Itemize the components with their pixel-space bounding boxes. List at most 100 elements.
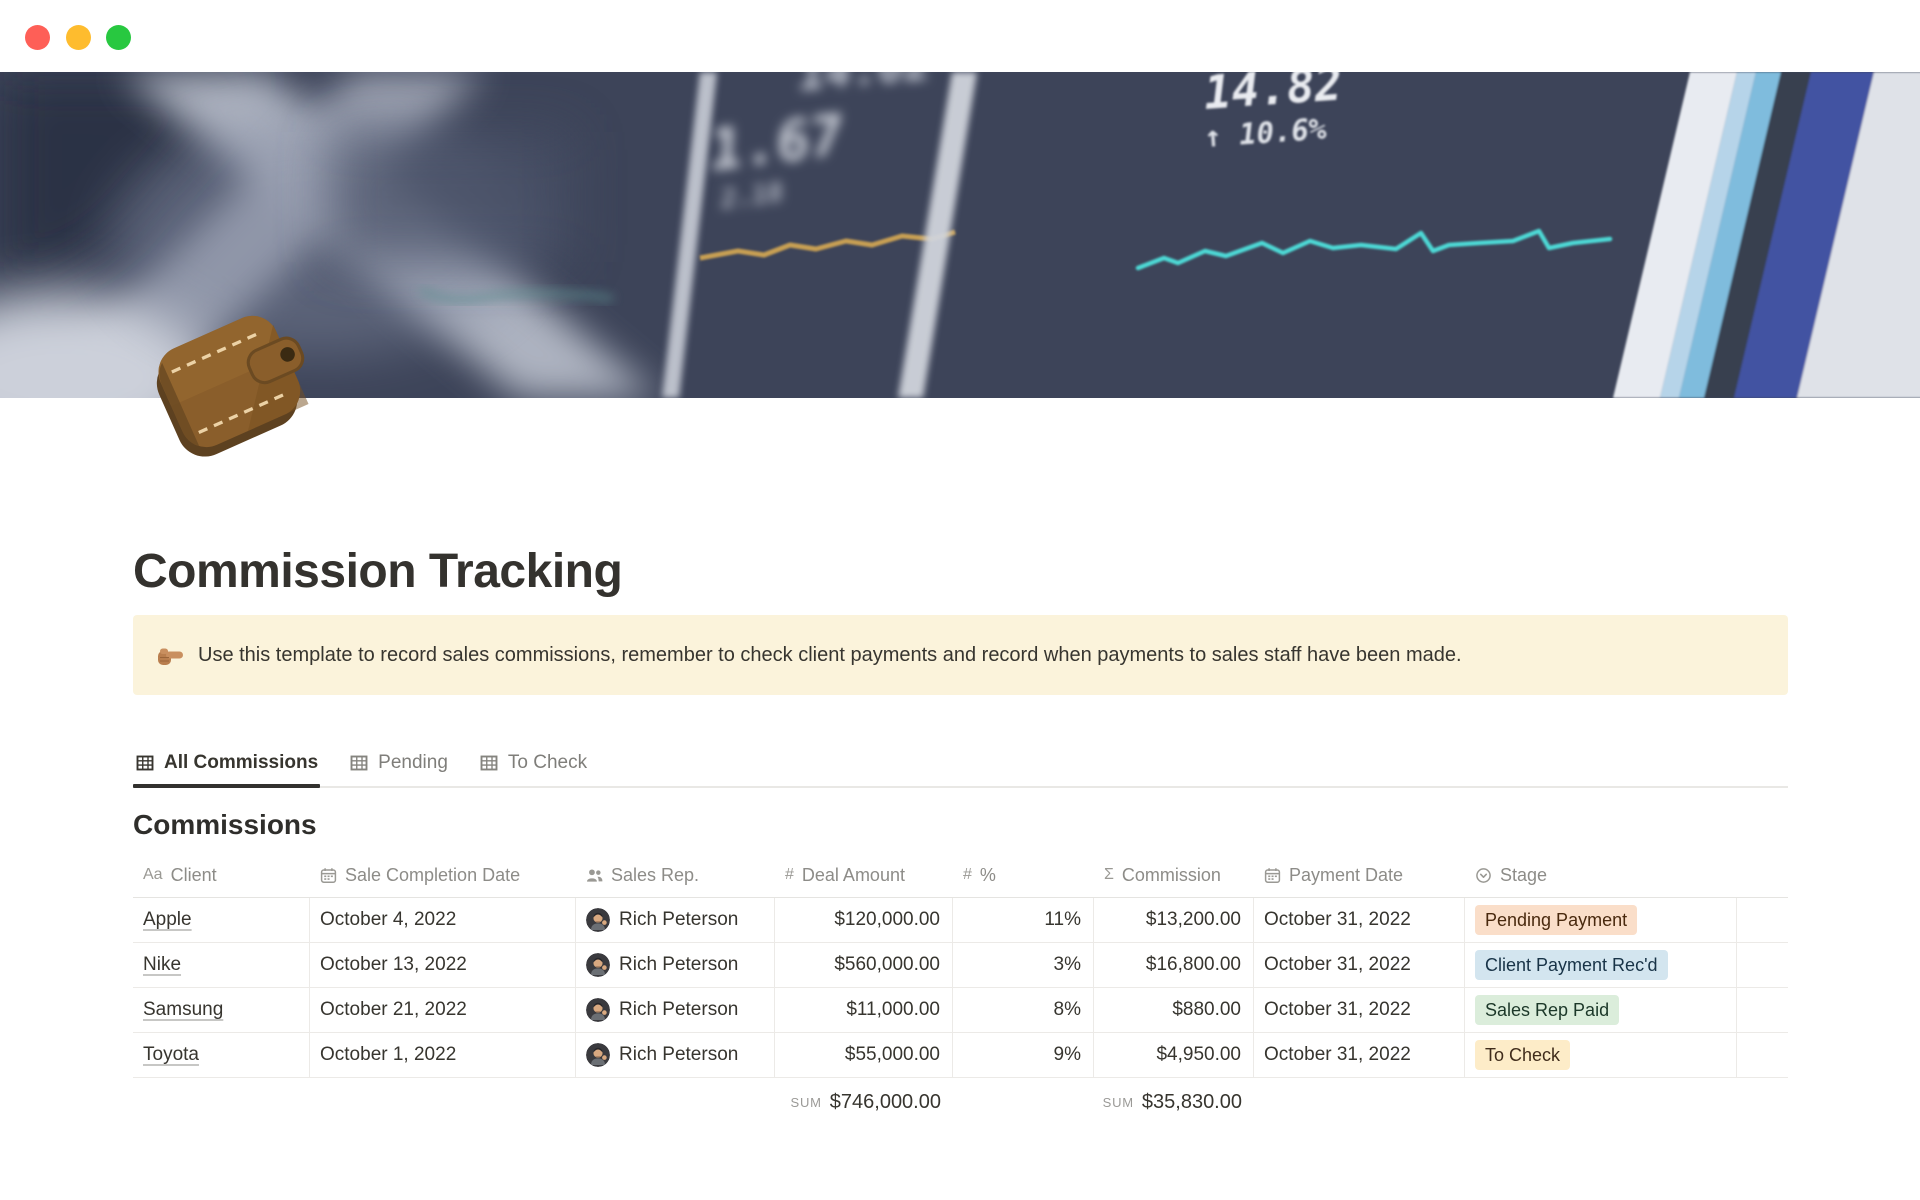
table-footer: SUM $746,000.00 SUM $35,830.00 — [133, 1078, 1788, 1126]
cell-percent[interactable]: 3% — [953, 943, 1094, 987]
number-type-icon: # — [963, 866, 972, 883]
column-header-percent[interactable]: # % — [963, 864, 996, 885]
table-row: Nike October 13, 2022 Rich Peterson — [133, 943, 1788, 988]
calendar-icon — [1264, 867, 1281, 883]
tab-all-commissions[interactable]: All Commissions — [133, 752, 321, 788]
column-header-sale-date[interactable]: Sale Completion Date — [310, 853, 576, 897]
cell-client[interactable]: Apple — [133, 898, 310, 942]
cell-deal-amount[interactable]: $560,000.00 — [775, 943, 953, 987]
page-cover-image: 14.02 1.67 2.18 14.82 ↑ 10.6% — [0, 72, 1920, 398]
cell-stage[interactable]: Pending Payment — [1465, 898, 1737, 942]
commission-sum[interactable]: SUM $35,830.00 — [1102, 1090, 1242, 1113]
people-icon — [587, 868, 603, 882]
stage-badge[interactable]: To Check — [1475, 1040, 1571, 1070]
sales-rep-name: Rich Peterson — [619, 1044, 739, 1065]
page-content: Commission Tracking Use this template to… — [133, 398, 1788, 1126]
column-header-sales-rep[interactable]: Sales Rep. — [576, 853, 775, 897]
cell-extra — [1737, 1033, 1783, 1077]
sales-rep-avatar — [586, 953, 610, 977]
cell-extra — [1737, 898, 1783, 942]
close-window-button[interactable] — [25, 25, 50, 50]
cell-payment-date[interactable]: October 31, 2022 — [1254, 943, 1465, 987]
cell-client[interactable]: Samsung — [133, 988, 310, 1032]
column-header-client[interactable]: Aa Client — [143, 864, 217, 885]
deal-amount-sum[interactable]: SUM $746,000.00 — [790, 1090, 941, 1113]
cell-commission[interactable]: $4,950.00 — [1094, 1033, 1254, 1077]
cell-extra — [1737, 943, 1783, 987]
table-view-icon — [480, 755, 498, 771]
client-page-link[interactable]: Samsung — [143, 999, 224, 1020]
zoom-window-button[interactable] — [106, 25, 131, 50]
cell-client[interactable]: Nike — [133, 943, 310, 987]
cell-sales-rep[interactable]: Rich Peterson — [576, 1033, 775, 1077]
cell-payment-date[interactable]: October 31, 2022 — [1254, 988, 1465, 1032]
wallet-icon — [156, 315, 309, 457]
table-body: Apple October 4, 2022 Rich Peterson — [133, 898, 1788, 1078]
column-header-deal-amount[interactable]: # Deal Amount — [785, 864, 905, 885]
cell-stage[interactable]: To Check — [1465, 1033, 1737, 1077]
text-type-icon: Aa — [143, 866, 163, 883]
cell-sale-completion-date[interactable]: October 21, 2022 — [310, 988, 576, 1032]
cell-deal-amount[interactable]: $55,000.00 — [775, 1033, 953, 1077]
calendar-icon — [320, 867, 337, 883]
stage-badge[interactable]: Sales Rep Paid — [1475, 995, 1620, 1025]
cell-deal-amount[interactable]: $11,000.00 — [775, 988, 953, 1032]
tab-pending[interactable]: Pending — [347, 752, 450, 786]
callout: Use this template to record sales commis… — [133, 615, 1788, 695]
page-title: Commission Tracking — [133, 545, 623, 598]
cell-sale-completion-date[interactable]: October 13, 2022 — [310, 943, 576, 987]
cell-stage[interactable]: Client Payment Rec'd — [1465, 943, 1737, 987]
column-header-payment-date[interactable]: Payment Date — [1254, 853, 1465, 897]
tab-label: Pending — [378, 752, 448, 773]
page-icon-wallet[interactable] — [152, 300, 309, 476]
tab-label: To Check — [507, 752, 588, 773]
table-row: Apple October 4, 2022 Rich Peterson — [133, 898, 1788, 943]
cell-payment-date[interactable]: October 31, 2022 — [1254, 898, 1465, 942]
cover-illustration: 14.02 1.67 2.18 14.82 ↑ 10.6% — [0, 72, 1920, 398]
minimize-window-button[interactable] — [66, 25, 91, 50]
cell-percent[interactable]: 11% — [953, 898, 1094, 942]
client-page-link[interactable]: Toyota — [143, 1044, 199, 1065]
column-header-extra — [1737, 853, 1783, 897]
table-header: Aa Client Sale Completion Date Sales Rep… — [133, 853, 1788, 898]
cell-commission[interactable]: $880.00 — [1094, 988, 1254, 1032]
cell-sale-completion-date[interactable]: October 1, 2022 — [310, 1033, 576, 1077]
cell-commission[interactable]: $13,200.00 — [1094, 898, 1254, 942]
table-row: Samsung October 21, 2022 Rich Peterso — [133, 988, 1788, 1033]
window-titlebar — [0, 0, 1920, 72]
sales-rep-avatar — [586, 908, 610, 932]
tab-to-check[interactable]: To Check — [477, 752, 589, 786]
pointing-right-hand-icon — [158, 648, 183, 665]
stage-badge[interactable]: Pending Payment — [1475, 905, 1638, 935]
cell-sales-rep[interactable]: Rich Peterson — [576, 943, 775, 987]
table-row: Toyota October 1, 2022 Rich Peterson — [133, 1033, 1788, 1078]
cell-deal-amount[interactable]: $120,000.00 — [775, 898, 953, 942]
client-page-link[interactable]: Nike — [143, 954, 182, 975]
cell-extra — [1737, 988, 1783, 1032]
sales-rep-name: Rich Peterson — [619, 909, 739, 930]
tab-label: All Commissions — [164, 752, 319, 773]
column-header-stage[interactable]: Stage — [1465, 853, 1737, 897]
column-header-commission[interactable]: Σ Commission — [1104, 864, 1221, 885]
callout-text: Use this template to record sales commis… — [198, 643, 1462, 666]
cell-commission[interactable]: $16,800.00 — [1094, 943, 1254, 987]
sales-rep-avatar — [586, 998, 610, 1022]
database-title: Commissions — [133, 809, 317, 840]
cell-percent[interactable]: 8% — [953, 988, 1094, 1032]
cell-payment-date[interactable]: October 31, 2022 — [1254, 1033, 1465, 1077]
table-view-icon — [350, 755, 368, 771]
cell-sales-rep[interactable]: Rich Peterson — [576, 898, 775, 942]
cell-stage[interactable]: Sales Rep Paid — [1465, 988, 1737, 1032]
cell-percent[interactable]: 9% — [953, 1033, 1094, 1077]
cell-sale-completion-date[interactable]: October 4, 2022 — [310, 898, 576, 942]
sales-rep-name: Rich Peterson — [619, 954, 739, 975]
cell-sales-rep[interactable]: Rich Peterson — [576, 988, 775, 1032]
stage-badge[interactable]: Client Payment Rec'd — [1475, 950, 1668, 980]
client-page-link[interactable]: Apple — [143, 909, 192, 930]
cell-client[interactable]: Toyota — [133, 1033, 310, 1077]
formula-sigma-icon: Σ — [1104, 866, 1114, 883]
select-circle-icon — [1476, 867, 1491, 883]
table-view-icon — [136, 755, 154, 771]
sales-rep-avatar — [586, 1043, 610, 1067]
